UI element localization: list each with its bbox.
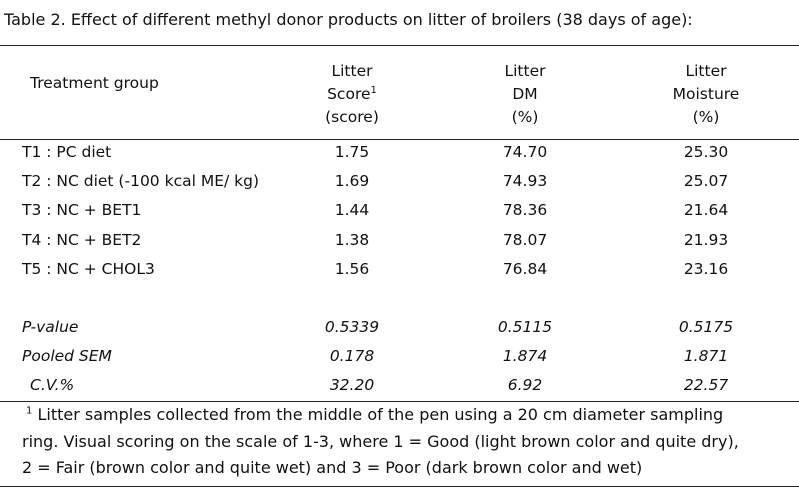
header-treatment: Treatment group	[30, 74, 159, 92]
stat-sem-moisture: 1.871	[683, 347, 729, 365]
header-litter-dm: Litter DM (%)	[465, 62, 585, 126]
row-1-group: T1 : PC diet	[22, 143, 112, 161]
row-3-dm: 78.36	[502, 201, 548, 219]
row-3-score: 1.44	[334, 201, 370, 219]
footnote-line-2: ring. Visual scoring on the scale of 1-3…	[22, 432, 739, 451]
header-moisture-line3: (%)	[692, 108, 720, 126]
header-dm-line1: Litter	[504, 62, 546, 80]
row-3-group: T3 : NC + BET1	[22, 201, 142, 219]
row-1-score: 1.75	[334, 143, 370, 161]
stat-cv-score: 32.20	[329, 376, 375, 394]
stat-sem-score: 0.178	[329, 347, 375, 365]
header-score-line1: Litter	[331, 62, 373, 80]
top-rule	[0, 45, 799, 46]
row-1-dm: 74.70	[502, 143, 548, 161]
header-dm-line2: DM	[512, 85, 538, 103]
row-5-group: T5 : NC + CHOL3	[22, 260, 155, 278]
row-3-moisture: 21.64	[683, 201, 729, 219]
row-5-dm: 76.84	[502, 260, 548, 278]
header-moisture-line1: Litter	[685, 62, 727, 80]
row-2-score: 1.69	[334, 172, 370, 190]
row-4-group: T4 : NC + BET2	[22, 231, 142, 249]
stat-cv-label: C.V.%	[30, 376, 75, 394]
stat-pvalue-dm: 0.5115	[497, 318, 553, 336]
header-moisture-line2: Moisture	[672, 85, 740, 103]
footnote-marker: 1	[26, 405, 33, 417]
stat-sem-label: Pooled SEM	[22, 347, 112, 365]
header-score-line3: (score)	[325, 108, 379, 126]
row-4-dm: 78.07	[502, 231, 548, 249]
row-2-dm: 74.93	[502, 172, 548, 190]
stat-pvalue-score: 0.5339	[324, 318, 380, 336]
row-4-score: 1.38	[334, 231, 370, 249]
footnote-text-1: Litter samples collected from the middle…	[37, 405, 724, 424]
stat-pvalue-label: P-value	[22, 318, 79, 336]
header-litter-score: Litter Score1 (score)	[292, 62, 412, 126]
stat-pvalue-moisture: 0.5175	[678, 318, 734, 336]
header-score-text: Score	[327, 85, 371, 103]
row-2-moisture: 25.07	[683, 172, 729, 190]
header-litter-moisture: Litter Moisture (%)	[646, 62, 766, 126]
table-title: Table 2. Effect of different methyl dono…	[4, 10, 693, 29]
row-5-score: 1.56	[334, 260, 370, 278]
header-score-footnote-marker: 1	[370, 84, 377, 96]
stat-cv-moisture: 22.57	[683, 376, 729, 394]
stat-sem-dm: 1.874	[502, 347, 548, 365]
row-1-moisture: 25.30	[683, 143, 729, 161]
header-score-line2: Score1	[292, 85, 412, 103]
bottom-rule	[0, 401, 799, 402]
footnote-rule	[0, 486, 799, 487]
footnote-line-3: 2 = Fair (brown color and quite wet) and…	[22, 458, 643, 477]
header-dm-line3: (%)	[511, 108, 539, 126]
stat-cv-dm: 6.92	[507, 376, 543, 394]
footnote-line-1: 1 Litter samples collected from the midd…	[26, 405, 723, 424]
header-rule	[0, 139, 799, 140]
row-2-group: T2 : NC diet (-100 kcal ME/ kg)	[22, 172, 259, 190]
row-5-moisture: 23.16	[683, 260, 729, 278]
row-4-moisture: 21.93	[683, 231, 729, 249]
